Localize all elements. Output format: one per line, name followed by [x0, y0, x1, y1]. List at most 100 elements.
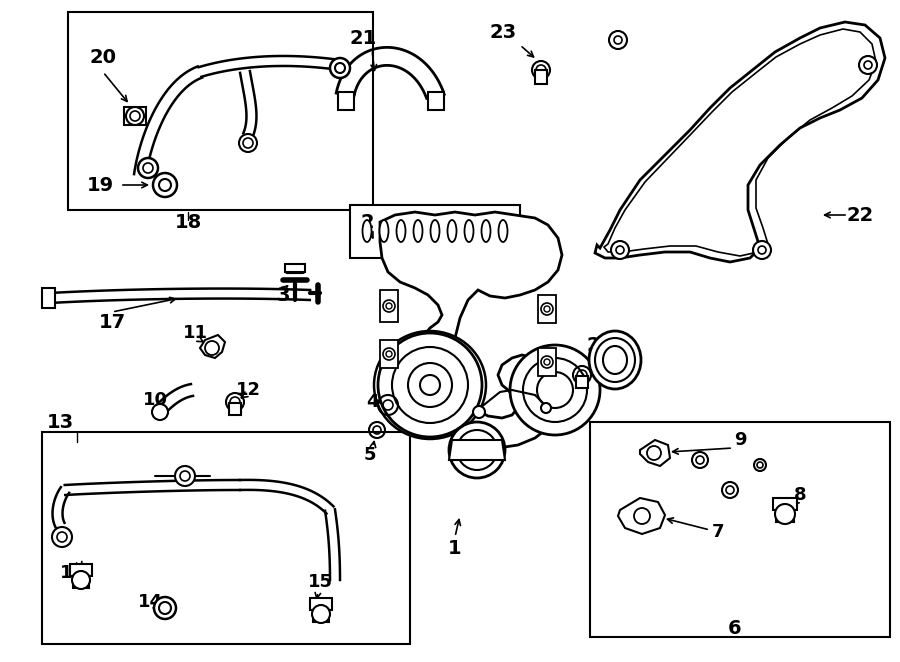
Circle shape	[383, 300, 395, 312]
Circle shape	[152, 404, 168, 420]
Bar	[68, 12, 373, 210]
Bar	[42, 432, 410, 644]
Circle shape	[541, 303, 553, 315]
Circle shape	[386, 351, 392, 357]
Ellipse shape	[447, 220, 456, 242]
Text: 22: 22	[846, 205, 874, 224]
Text: 14: 14	[138, 593, 163, 611]
Ellipse shape	[374, 331, 486, 439]
Ellipse shape	[499, 220, 508, 242]
Text: 11: 11	[183, 324, 208, 342]
Circle shape	[72, 571, 90, 589]
Circle shape	[609, 31, 627, 49]
Bar	[428, 92, 444, 110]
Bar	[773, 498, 797, 510]
Ellipse shape	[363, 220, 372, 242]
Polygon shape	[200, 335, 225, 358]
Text: 9: 9	[734, 431, 746, 449]
Ellipse shape	[482, 220, 490, 242]
Text: 18: 18	[175, 213, 202, 232]
Circle shape	[239, 134, 257, 152]
Circle shape	[126, 107, 144, 125]
Bar	[776, 514, 794, 522]
Bar	[124, 107, 146, 125]
Polygon shape	[42, 288, 55, 308]
Circle shape	[378, 333, 482, 437]
Polygon shape	[380, 340, 398, 368]
Ellipse shape	[397, 220, 406, 242]
Circle shape	[467, 440, 487, 460]
Circle shape	[859, 56, 877, 74]
Circle shape	[544, 359, 550, 365]
Text: 4: 4	[365, 393, 378, 411]
Ellipse shape	[603, 346, 627, 374]
Text: 3: 3	[276, 285, 290, 305]
Text: 5: 5	[364, 446, 376, 464]
Ellipse shape	[430, 220, 439, 242]
Circle shape	[449, 422, 505, 478]
Circle shape	[205, 341, 219, 355]
Bar	[285, 264, 305, 272]
Bar	[338, 92, 354, 110]
Bar	[70, 564, 92, 576]
Text: 13: 13	[47, 412, 74, 432]
Polygon shape	[640, 440, 670, 466]
Bar	[229, 403, 241, 415]
Ellipse shape	[589, 331, 641, 389]
Text: 8: 8	[794, 486, 806, 504]
Text: 19: 19	[86, 175, 113, 195]
Circle shape	[473, 406, 485, 418]
Text: 1: 1	[448, 538, 462, 557]
Bar	[576, 376, 588, 388]
Circle shape	[753, 241, 771, 259]
Circle shape	[392, 347, 468, 423]
Circle shape	[159, 602, 171, 614]
Circle shape	[180, 471, 190, 481]
Circle shape	[537, 372, 573, 408]
Polygon shape	[380, 290, 398, 322]
Text: 23: 23	[587, 336, 614, 354]
Text: 17: 17	[98, 312, 126, 332]
Polygon shape	[595, 22, 885, 262]
Circle shape	[175, 466, 195, 486]
Circle shape	[758, 246, 766, 254]
Text: 10: 10	[142, 391, 167, 409]
Circle shape	[614, 36, 622, 44]
Text: 16: 16	[59, 564, 85, 582]
Polygon shape	[449, 440, 505, 460]
Text: 20: 20	[89, 48, 116, 66]
Circle shape	[243, 138, 253, 148]
Circle shape	[386, 303, 392, 309]
Text: 15: 15	[308, 573, 332, 591]
Text: 6: 6	[728, 618, 742, 638]
Polygon shape	[350, 205, 520, 258]
Ellipse shape	[413, 220, 422, 242]
Circle shape	[154, 597, 176, 619]
Circle shape	[647, 446, 661, 460]
Circle shape	[153, 173, 177, 197]
Bar	[313, 614, 329, 622]
Polygon shape	[538, 348, 556, 376]
Polygon shape	[380, 212, 562, 448]
Bar	[310, 598, 332, 610]
Circle shape	[312, 605, 330, 623]
Bar	[535, 70, 547, 84]
Circle shape	[143, 163, 153, 173]
Circle shape	[544, 306, 550, 312]
Circle shape	[634, 508, 650, 524]
Ellipse shape	[595, 338, 635, 382]
Text: 7: 7	[712, 523, 724, 541]
Text: 12: 12	[236, 381, 260, 399]
Circle shape	[523, 358, 587, 422]
Circle shape	[138, 158, 158, 178]
Ellipse shape	[464, 220, 473, 242]
Circle shape	[775, 504, 795, 524]
Polygon shape	[618, 498, 665, 534]
Circle shape	[541, 403, 551, 413]
Text: 21: 21	[349, 28, 376, 48]
Polygon shape	[538, 295, 556, 323]
Text: 2: 2	[360, 213, 373, 232]
Circle shape	[408, 363, 452, 407]
Circle shape	[335, 63, 345, 73]
Circle shape	[159, 179, 171, 191]
